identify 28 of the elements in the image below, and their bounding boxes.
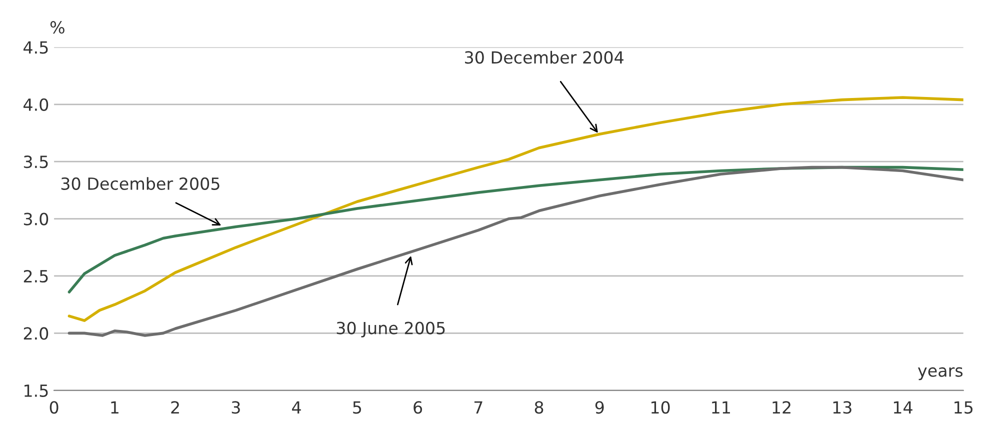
x-tick-label: 6 [414, 401, 422, 414]
x-tick-label: 15 [954, 401, 972, 414]
annotation: 30 December 2004 [465, 50, 624, 64]
y-tick-label: 4.0 [24, 98, 48, 111]
x-tick-label: 9 [595, 401, 604, 414]
y-tick-label: 2.0 [24, 327, 48, 340]
y-axis-title: % [50, 21, 64, 34]
y-tick-label: 2.5 [24, 270, 48, 283]
x-tick-label: 4 [292, 401, 301, 414]
y-tick-label: 3.0 [24, 212, 48, 226]
x-tick-label: 3 [232, 401, 240, 414]
x-tick-label: 13 [833, 401, 852, 414]
x-tick-label: 12 [772, 401, 790, 414]
x-tick-label: 7 [474, 401, 482, 414]
x-axis-title: years [918, 367, 963, 380]
y-tick-label: 3.5 [24, 156, 48, 168]
annotation: 30 December 2005 [61, 177, 220, 190]
y-tick-label: 4.5 [24, 41, 48, 54]
x-tick-label: 14 [894, 401, 912, 414]
x-tick-label: 5 [353, 401, 362, 414]
x-tick-label: 1 [111, 401, 118, 414]
x-tick-label: 11 [712, 401, 730, 414]
y-tick-label: 1.5 [24, 384, 48, 397]
x-tick-label: 8 [534, 401, 544, 414]
x-tick-label: 10 [651, 401, 670, 414]
x-tick-label: 2 [171, 401, 179, 414]
annotation: 30 June 2005 [336, 322, 445, 338]
x-tick-label: 0 [50, 401, 58, 414]
